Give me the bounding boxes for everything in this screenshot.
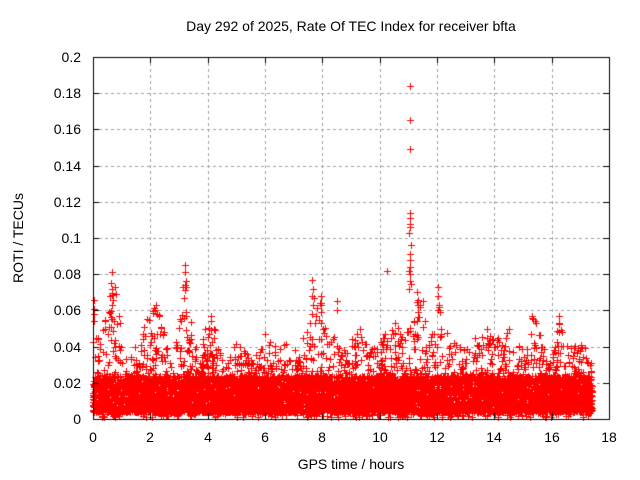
y-tick-label: 0.04 — [53, 339, 81, 355]
x-tick-label: 14 — [486, 429, 502, 445]
y-tick-label: 0 — [73, 411, 81, 427]
x-tick-label: 12 — [429, 429, 445, 445]
y-tick-label: 0.18 — [53, 85, 81, 101]
x-tick-label: 18 — [601, 429, 617, 445]
y-tick-label: 0.02 — [53, 375, 81, 391]
x-tick-label: 0 — [89, 429, 97, 445]
x-tick-label: 8 — [318, 429, 326, 445]
chart-title: Day 292 of 2025, Rate Of TEC Index for r… — [186, 18, 516, 34]
x-tick-label: 4 — [204, 429, 212, 445]
x-tick-label: 2 — [146, 429, 154, 445]
y-tick-label: 0.2 — [61, 49, 81, 65]
x-tick-label: 10 — [372, 429, 388, 445]
x-tick-label: 16 — [544, 429, 560, 445]
y-tick-label: 0.16 — [53, 121, 81, 137]
y-tick-label: 0.12 — [53, 194, 81, 210]
y-tick-label: 0.14 — [53, 158, 81, 174]
y-tick-label: 0.1 — [61, 230, 81, 246]
x-tick-label: 6 — [261, 429, 269, 445]
y-tick-label: 0.08 — [53, 266, 81, 282]
x-axis-label: GPS time / hours — [297, 456, 405, 472]
y-tick-label: 0.06 — [53, 302, 81, 318]
